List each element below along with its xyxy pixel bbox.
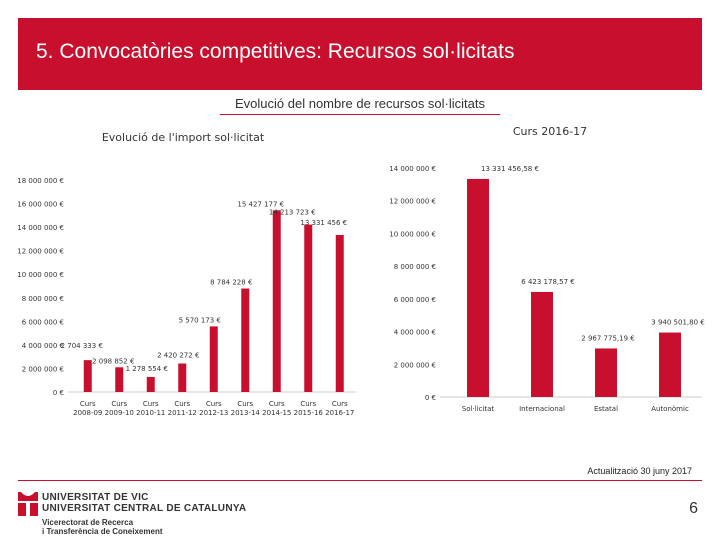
y-tick-label: 14 000 000 € <box>389 165 436 173</box>
y-tick-label: 12 000 000 € <box>389 198 436 206</box>
university-name: UNIVERSITAT DE VIC UNIVERSITAT CENTRAL D… <box>42 492 246 514</box>
x-tick-label: Internacional <box>519 405 565 413</box>
x-tick-label: Estatal <box>594 405 618 413</box>
y-tick-label: 8 000 000 € <box>394 263 436 271</box>
footer-divider <box>18 480 702 481</box>
y-tick-label: 0 € <box>425 394 436 402</box>
data-label: 6 423 178,57 € <box>521 278 574 286</box>
data-label: 3 940 501,80 € <box>651 319 704 327</box>
x-tick-label: Autonòmic <box>651 405 689 413</box>
department-line2: i Transferència de Coneixement <box>42 527 163 536</box>
university-logo-icon <box>18 492 38 516</box>
x-tick-label: Sol·licitat <box>462 405 495 413</box>
chart-curs-2016-17: Curs 2016-17 0 € 2 000 000 € 4 000 000 € 6 0… <box>0 0 720 540</box>
university-name-line2: UNIVERSITAT CENTRAL DE CATALUNYA <box>42 503 246 514</box>
y-tick-label: 10 000 000 € <box>389 230 436 238</box>
update-note: Actualització 30 juny 2017 <box>587 466 692 476</box>
department-line1: Vicerectorat de Recerca <box>42 518 163 527</box>
data-label: 2 967 775,19 € <box>581 334 634 342</box>
page-number: 6 <box>689 500 698 518</box>
bar <box>595 348 617 397</box>
department-name: Vicerectorat de Recerca i Transferència … <box>42 518 163 536</box>
data-label: 13 331 456,58 € <box>481 165 539 173</box>
y-tick-label: 6 000 000 € <box>394 296 436 304</box>
university-name-line1: UNIVERSITAT DE VIC <box>42 492 246 503</box>
chart-title: Curs 2016-17 <box>513 125 587 138</box>
bar <box>531 292 553 397</box>
bar <box>659 333 681 397</box>
y-tick-label: 4 000 000 € <box>394 329 436 337</box>
y-tick-label: 2 000 000 € <box>394 361 436 369</box>
bar <box>467 179 489 397</box>
